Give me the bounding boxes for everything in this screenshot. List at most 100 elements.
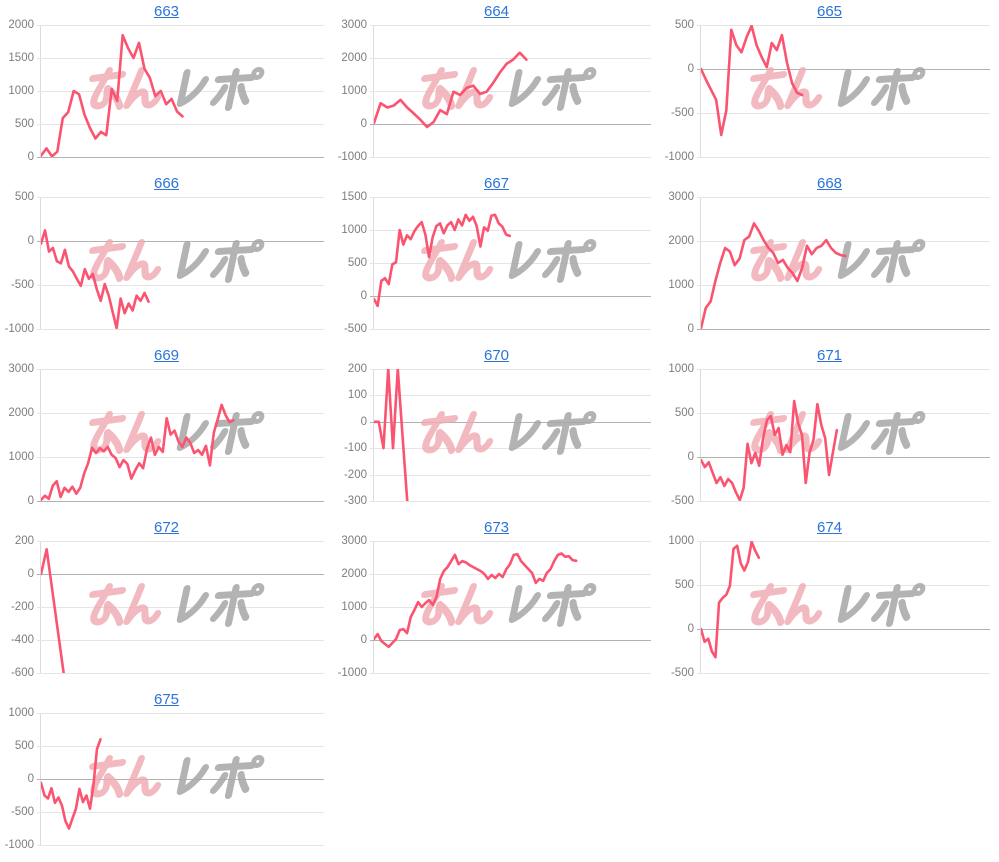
gridline (37, 58, 324, 59)
chart-cell-664: 664 3000 2000 1000 0 -1000 (333, 0, 660, 172)
plot-area (697, 541, 990, 674)
chart-area: 200 100 0 -100 -200 -300 (333, 363, 660, 507)
plot-area (697, 369, 990, 502)
chart-link-671[interactable]: 671 (816, 347, 843, 364)
chart-cell-670: 670 200 100 0 -100 -200 -300 (333, 344, 660, 516)
line-series (41, 713, 324, 845)
line-series (374, 25, 651, 157)
chart-title: 673 (333, 516, 660, 538)
chart-link-666[interactable]: 666 (153, 175, 180, 192)
y-tick-label: -100 (343, 442, 367, 455)
y-tick-label: -200 (343, 468, 367, 481)
gridline (370, 474, 651, 476)
plot-area (697, 197, 990, 330)
y-tick-label: 0 (360, 634, 367, 646)
chart-area: 500 0 -500 -1000 (660, 19, 999, 163)
line-series (41, 369, 324, 501)
chart-link-673[interactable]: 673 (483, 519, 510, 536)
chart-area: 200 0 -200 -400 -600 (0, 535, 333, 679)
y-tick-label: -1000 (664, 151, 694, 163)
chart-title: 669 (0, 344, 333, 366)
chart-area: 1000 500 0 -500 (660, 363, 999, 507)
y-tick-label: 3000 (341, 535, 367, 547)
line-series (41, 541, 324, 673)
gridline (37, 673, 324, 674)
gridline (370, 329, 651, 330)
chart-link-670[interactable]: 670 (483, 347, 510, 364)
chart-cell-672: 672 200 0 -200 -400 -600 (0, 516, 333, 688)
y-tick-label: -500 (10, 279, 34, 291)
gridline (370, 230, 651, 231)
chart-cell-667: 667 1500 1000 500 0 -500 (333, 172, 660, 344)
chart-title: 672 (0, 516, 333, 538)
y-tick-label: -1000 (4, 839, 34, 851)
y-axis: 1500 1000 500 0 -500 (333, 191, 373, 335)
chart-title: 675 (0, 688, 333, 710)
gridline (370, 574, 651, 575)
y-tick-label: 0 (27, 568, 34, 580)
gridline (370, 157, 651, 158)
plot-area (37, 197, 324, 330)
line-series (701, 197, 990, 329)
chart-link-669[interactable]: 669 (153, 347, 180, 364)
zero-gridline (37, 574, 324, 575)
gridline (370, 673, 651, 674)
chart-area: 3000 2000 1000 0 (660, 191, 999, 335)
y-axis: 3000 2000 1000 0 (0, 363, 40, 507)
chart-cell-674: 674 1000 500 0 -500 (660, 516, 999, 688)
chart-link-663[interactable]: 663 (153, 3, 180, 20)
chart-link-664[interactable]: 664 (483, 3, 510, 20)
gridline (37, 285, 324, 286)
chart-link-674[interactable]: 674 (816, 519, 843, 536)
chart-link-667[interactable]: 667 (483, 175, 510, 192)
y-axis: 1000 500 0 -500 -1000 (0, 707, 40, 851)
chart-link-668[interactable]: 668 (816, 175, 843, 192)
plot-area (37, 25, 324, 158)
y-tick-label: -1000 (4, 323, 34, 335)
y-tick-label: -500 (343, 323, 367, 335)
plot-area (370, 25, 651, 158)
y-tick-label: 1000 (8, 451, 34, 463)
chart-area: 1000 500 0 -500 -1000 (0, 707, 333, 851)
y-tick-label: -500 (670, 495, 694, 507)
chart-title: 667 (333, 172, 660, 194)
zero-gridline (697, 329, 990, 330)
y-tick-label: 0 (27, 495, 34, 507)
y-tick-label: 2000 (341, 568, 367, 580)
y-tick-label: 3000 (341, 19, 367, 31)
y-tick-label: -500 (670, 107, 694, 119)
y-tick-label: 3000 (668, 191, 694, 203)
y-axis: 500 0 -500 -1000 (0, 191, 40, 335)
y-tick-label: 1000 (341, 85, 367, 97)
y-tick-label: 0 (360, 415, 367, 428)
chart-link-672[interactable]: 672 (153, 519, 180, 536)
y-tick-label: 0 (360, 290, 367, 302)
gridline (37, 124, 324, 125)
y-tick-label: 0 (27, 773, 34, 785)
zero-gridline (370, 296, 651, 297)
chart-link-665[interactable]: 665 (816, 3, 843, 20)
plot-area (37, 541, 324, 674)
gridline (697, 501, 990, 502)
gridline (370, 395, 651, 397)
y-axis: 500 0 -500 -1000 (660, 19, 700, 163)
y-tick-label: -200 (10, 601, 34, 613)
gridline (37, 812, 324, 813)
chart-title: 671 (660, 344, 999, 366)
gridline (370, 197, 651, 198)
y-tick-label: -300 (343, 495, 367, 507)
gridline (697, 25, 990, 26)
gridline (37, 845, 324, 846)
y-axis: 2000 1500 1000 500 0 (0, 19, 40, 163)
y-tick-label: 0 (687, 63, 694, 75)
chart-link-675[interactable]: 675 (153, 691, 180, 708)
gridline (370, 541, 651, 542)
chart-cell-665: 665 500 0 -500 -1000 (660, 0, 999, 172)
y-tick-label: -500 (670, 667, 694, 679)
y-tick-label: 500 (674, 579, 694, 591)
y-axis: 1000 500 0 -500 (660, 363, 700, 507)
chart-title: 668 (660, 172, 999, 194)
y-tick-label: 0 (687, 451, 694, 463)
gridline (37, 713, 324, 714)
